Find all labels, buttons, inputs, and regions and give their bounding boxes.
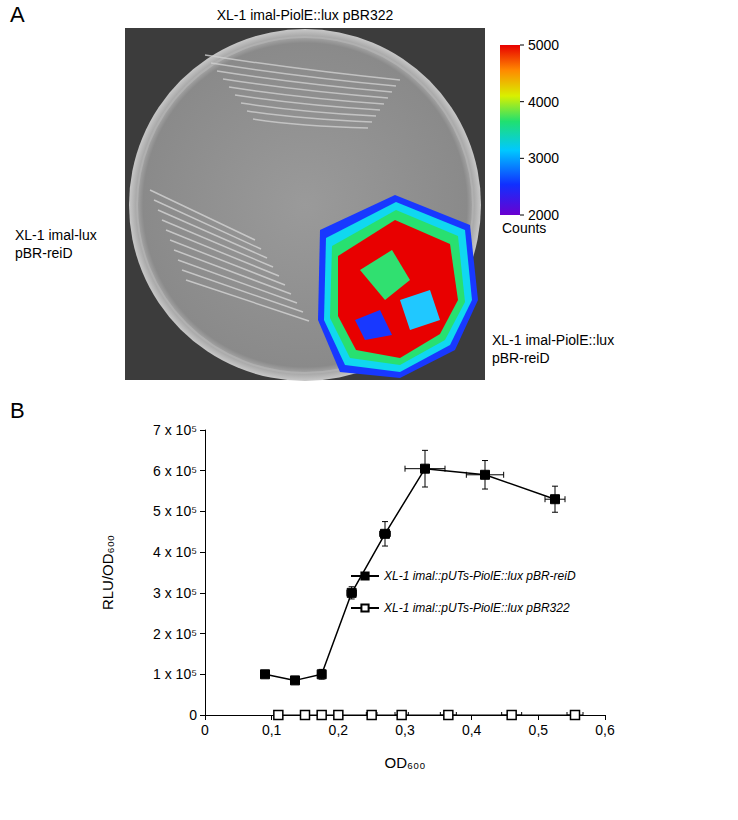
svg-text:3000: 3000 (528, 150, 559, 166)
svg-text:4000: 4000 (528, 94, 559, 110)
svg-text:XL-1 imal-lux: XL-1 imal-lux (15, 227, 97, 243)
svg-text:RLU/OD₆₀₀: RLU/OD₆₀₀ (99, 535, 116, 610)
svg-text:5000: 5000 (528, 37, 559, 53)
svg-text:0,6: 0,6 (595, 722, 615, 738)
svg-text:4 x 10⁵: 4 x 10⁵ (153, 544, 197, 560)
svg-text:pBR-reiD: pBR-reiD (492, 350, 550, 366)
svg-text:0: 0 (189, 707, 197, 723)
svg-text:0: 0 (201, 722, 209, 738)
svg-text:2 x 10⁵: 2 x 10⁵ (153, 626, 197, 642)
svg-text:0,3: 0,3 (395, 722, 415, 738)
svg-text:3 x 10⁵: 3 x 10⁵ (153, 585, 197, 601)
svg-text:pBR-reiD: pBR-reiD (15, 245, 73, 261)
svg-text:XL-1 imal-PiolE::lux: XL-1 imal-PiolE::lux (492, 332, 614, 348)
svg-text:5 x 10⁵: 5 x 10⁵ (153, 503, 197, 519)
svg-text:0,1: 0,1 (262, 722, 282, 738)
svg-text:XL-1 imal-PiolE::lux pBR322: XL-1 imal-PiolE::lux pBR322 (217, 7, 394, 23)
svg-text:2000: 2000 (528, 207, 560, 223)
svg-text:1 x 10⁵: 1 x 10⁵ (153, 666, 197, 682)
svg-text:Counts: Counts (502, 220, 546, 236)
svg-text:7 x 10⁵: 7 x 10⁵ (153, 422, 197, 438)
svg-text:OD₆₀₀: OD₆₀₀ (384, 754, 425, 771)
html-text:B: B (10, 398, 25, 423)
svg-text:0,4: 0,4 (462, 722, 482, 738)
svg-text:XL-1 imal::pUTs-PiolE::lux pBR: XL-1 imal::pUTs-PiolE::lux pBR322 (383, 601, 570, 615)
svg-text:XL-1 imal::pUTs-PiolE::lux pBR: XL-1 imal::pUTs-PiolE::lux pBR-reiD (383, 569, 576, 583)
svg-text:0,5: 0,5 (529, 722, 549, 738)
svg-text:6 x 10⁵: 6 x 10⁵ (153, 463, 197, 479)
svg-text:0,2: 0,2 (329, 722, 349, 738)
svg-text:A: A (10, 2, 25, 27)
